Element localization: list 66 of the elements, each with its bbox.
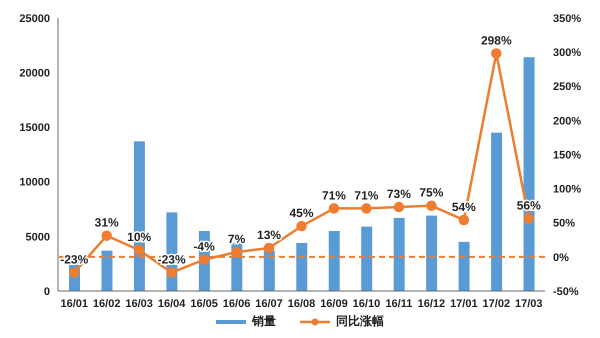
point [361,203,372,214]
data-label: 298% [480,33,512,48]
data-label: 31% [94,216,120,230]
x-tick-label: 17/02 [482,298,510,310]
point [264,242,274,254]
legend-label: 销量 [250,313,276,330]
bar [264,250,275,291]
x-tick-label: 16/04 [158,298,186,310]
legend-label: 同比涨幅 [335,313,384,330]
x-tick-label: 16/01 [60,298,88,310]
data-label: 71% [354,188,379,202]
x-tick-label: 16/03 [125,298,153,310]
y2-tick-label: 100% [553,184,582,196]
point [134,244,144,256]
y2-tick-label: 50% [553,218,576,230]
y2-tick-label: 150% [553,149,582,162]
point [198,254,210,265]
point [166,267,177,278]
bar [328,230,340,291]
data-label: 7% [228,232,246,246]
data-label: -23% [60,252,89,267]
point [101,230,112,241]
y-tick-label: 10000 [19,176,50,189]
bar [491,132,502,291]
bar [101,250,112,291]
y2-tick-label: -50% [553,286,579,298]
x-tick-label: 17/03 [515,298,543,310]
x-tick-label: 16/02 [92,298,120,310]
data-label: 73% [386,187,412,202]
y2-tick-label: 300% [553,47,582,60]
x-tick-label: 16/06 [222,298,250,310]
data-label: 45% [289,206,314,220]
bar [394,218,405,291]
data-label: 13% [257,228,282,242]
point [524,213,534,224]
y2-tick-label: 0% [553,252,570,264]
y-tick-label: 0 [44,286,50,298]
x-tick-label: 16/07 [255,298,283,310]
point [296,220,307,232]
point [491,48,502,59]
x-tick-label: 16/11 [385,298,412,310]
y2-tick-label: 250% [553,81,582,94]
x-tick-label: 16/10 [352,298,380,310]
point [426,200,437,211]
bar [426,216,438,291]
x-tick-label: 16/08 [288,298,316,310]
bar [458,242,470,291]
bar [296,242,308,291]
y-tick-label: 15000 [19,122,50,134]
bar [361,226,372,291]
x-tick-label: 16/09 [320,298,348,310]
point [68,267,80,278]
x-tick-label: 17/01 [450,298,478,310]
point [231,246,242,258]
data-label: 71% [322,188,346,202]
y-tick-label: 25000 [19,12,50,25]
point [394,202,404,212]
data-label: 75% [419,186,444,200]
y2-tick-label: 350% [553,12,582,25]
x-tick-label: 16/12 [418,298,446,310]
y-tick-label: 20000 [19,68,50,80]
y2-tick-label: 200% [553,115,582,128]
point [458,214,470,226]
x-tick-label: 16/05 [190,298,218,310]
point [328,203,340,214]
y-tick-label: 5000 [26,231,50,244]
